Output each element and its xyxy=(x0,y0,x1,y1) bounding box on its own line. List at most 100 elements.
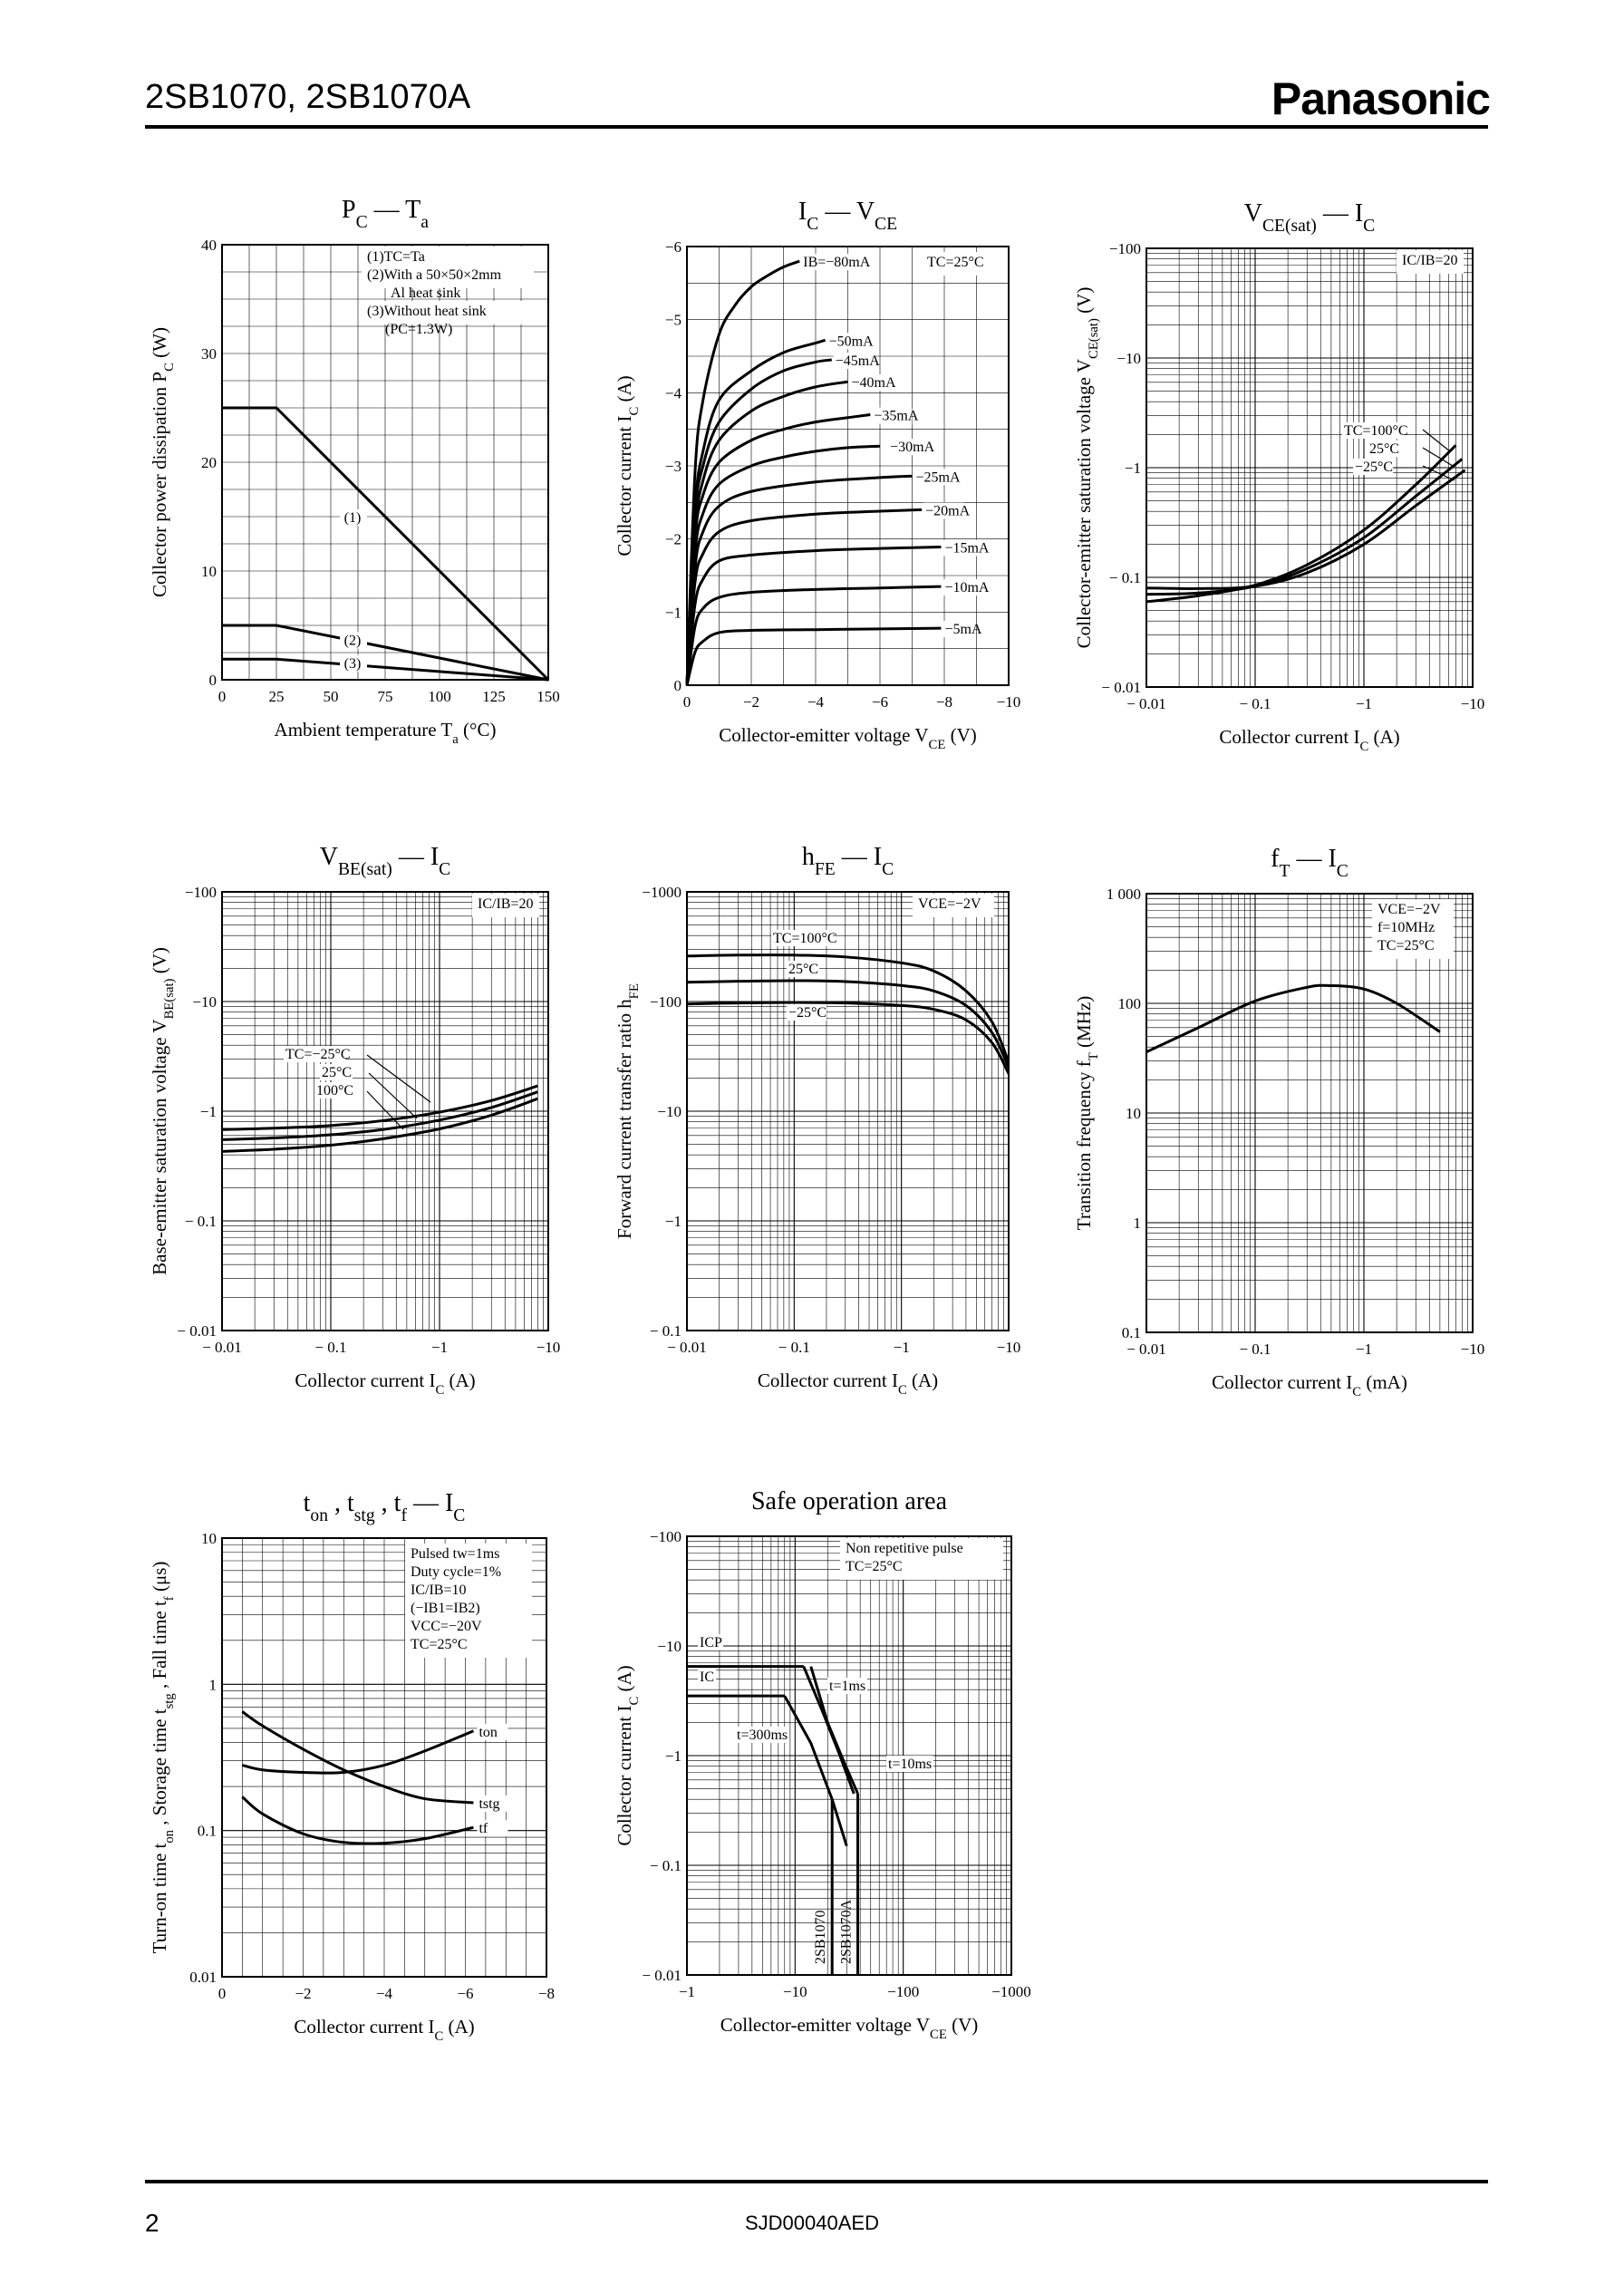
curve-label: −35mA xyxy=(874,409,918,424)
curve-label-bg xyxy=(771,930,833,946)
curve-label-bg xyxy=(827,1678,867,1694)
callout-line xyxy=(368,1072,418,1119)
title-subscript: C xyxy=(439,860,450,879)
y-axis-label-unit: (V) xyxy=(149,947,170,978)
series-line xyxy=(685,380,848,686)
x-tick-label: −6 xyxy=(457,1985,473,2002)
callout-line xyxy=(1422,429,1451,452)
x-tick-label: −10 xyxy=(783,1983,807,2000)
x-axis-label: Collector-emitter voltage VCE (V) xyxy=(719,724,976,752)
y-axis-label: Collector current IC (A) xyxy=(614,375,642,556)
chart-ic-vce: 0 −2 −4 −6 −8 −100−1−2−3−4−5−6IC — VCECollect… xyxy=(614,198,1020,752)
title-dash: — xyxy=(1317,199,1355,227)
x-tick-label: −2 xyxy=(743,693,759,711)
y-tick-label: −1 xyxy=(200,1103,217,1120)
series-line xyxy=(242,1729,475,1775)
y-tick-label: − 0.01 xyxy=(642,1967,682,1984)
curve-label-bg xyxy=(698,1634,723,1650)
brand-logo: Panasonic xyxy=(1271,73,1491,124)
legend-entry: (2)With a 50×50×2mm xyxy=(367,267,502,283)
y-tick-label: −100 xyxy=(1109,240,1141,257)
x-tick-label: 75 xyxy=(378,688,393,705)
curve-label-bg xyxy=(914,469,954,486)
y-tick-label: −10 xyxy=(192,993,217,1011)
series-line xyxy=(685,338,826,686)
curve-label-bg xyxy=(833,353,874,370)
legend-entry: Al heat sink xyxy=(391,286,460,301)
curve-label: IC xyxy=(700,1670,714,1685)
curve-label-bg xyxy=(340,509,367,526)
x-tick-label: 0 xyxy=(218,688,227,705)
curve-label: TC=−25°C xyxy=(285,1047,351,1062)
curve-label: −25°C xyxy=(1355,460,1393,475)
y-tick-label: −1000 xyxy=(642,884,682,901)
x-axis-label-unit: (A) xyxy=(907,1370,938,1391)
series-line xyxy=(1146,458,1464,596)
title-dash: — xyxy=(407,1489,445,1517)
title-symbol: f xyxy=(1271,845,1280,873)
y-tick-label: −100 xyxy=(650,993,682,1011)
y-axis-label-unit: (V) xyxy=(1073,287,1095,318)
y-axis-label-text: Collector power dissipation P xyxy=(149,372,170,597)
plot-frame xyxy=(686,246,1010,686)
condition-label: IC/IB=10 xyxy=(411,1583,466,1598)
plot-frame xyxy=(1146,893,1474,1333)
legend-entry: (1)TC=Ta xyxy=(367,249,425,265)
series-line xyxy=(685,444,881,686)
y-axis-label-text: Base-emitter saturation voltage V xyxy=(149,1019,170,1274)
series-line xyxy=(685,259,800,686)
curve-label: TC=100°C xyxy=(773,931,837,946)
curve-label-bg xyxy=(1353,459,1393,475)
curve-label-bg xyxy=(872,407,913,424)
y-tick-label: −1 xyxy=(1125,460,1141,477)
title-symbol: I xyxy=(430,843,439,871)
y-tick-label: −4 xyxy=(665,384,682,402)
y-axis-label-subscript: C xyxy=(627,1697,642,1706)
curve-label-bg xyxy=(886,1756,933,1772)
x-axis-label: Collector current IC (mA) xyxy=(1212,1371,1407,1399)
y-tick-label: 40 xyxy=(201,237,217,254)
y-tick-label: − 0.1 xyxy=(185,1213,217,1230)
condition-label: Duty cycle=1% xyxy=(411,1564,501,1580)
condition-label: TC=25°C xyxy=(1378,938,1435,953)
y-tick-label: −1 xyxy=(665,1213,682,1230)
curve-label: t=300ms xyxy=(737,1728,788,1743)
x-tick-label: − 0.1 xyxy=(1239,695,1271,712)
series-line xyxy=(685,626,942,686)
y-axis-label-subscript: FE xyxy=(627,983,642,999)
condition-label-bg xyxy=(1372,899,1454,959)
x-axis-label-subscript: C xyxy=(898,1383,907,1398)
condition-label: VCE=−2V xyxy=(918,896,981,912)
y-tick-label: −5 xyxy=(665,312,682,329)
curve-label: 100°C xyxy=(316,1083,353,1099)
title-subscript: C xyxy=(453,1506,465,1525)
condition-label: VCE=−2V xyxy=(1378,902,1441,917)
x-tick-label: −1 xyxy=(1356,695,1372,712)
y-tick-label: −100 xyxy=(650,1528,682,1545)
x-axis-label-subscript: C xyxy=(435,1383,444,1398)
title-subscript: CE(sat) xyxy=(1262,217,1317,236)
device-label: 2SB1070 xyxy=(813,1910,828,1964)
curve-label: −10mA xyxy=(944,580,989,595)
title-dash: — xyxy=(818,198,856,226)
x-tick-label: −10 xyxy=(997,1339,1021,1356)
page-number: 2 xyxy=(145,2209,160,2237)
x-axis-label-text: Collector-emitter voltage V xyxy=(720,2014,930,2036)
series-line xyxy=(685,546,942,686)
series-line xyxy=(221,1090,538,1141)
plot-frame xyxy=(686,1535,1012,1976)
x-tick-label: − 0.1 xyxy=(1239,1341,1271,1358)
y-tick-label: 1 000 xyxy=(1107,886,1141,903)
y-tick-label: − 0.01 xyxy=(177,1322,217,1340)
y-axis-label-text: Collector current I xyxy=(614,416,635,557)
x-axis-label-text: Collector current I xyxy=(295,1370,435,1391)
series-line xyxy=(783,1695,848,1847)
x-axis-label-text: Collector-emitter voltage V xyxy=(719,724,928,746)
legend-entry-bg xyxy=(362,247,534,288)
condition-label-bg xyxy=(472,894,539,917)
title-subscript: FE xyxy=(815,860,836,879)
y-axis-label: Collector-emitter saturation voltage VCE… xyxy=(1073,287,1101,649)
condition-label-bg xyxy=(922,252,994,276)
